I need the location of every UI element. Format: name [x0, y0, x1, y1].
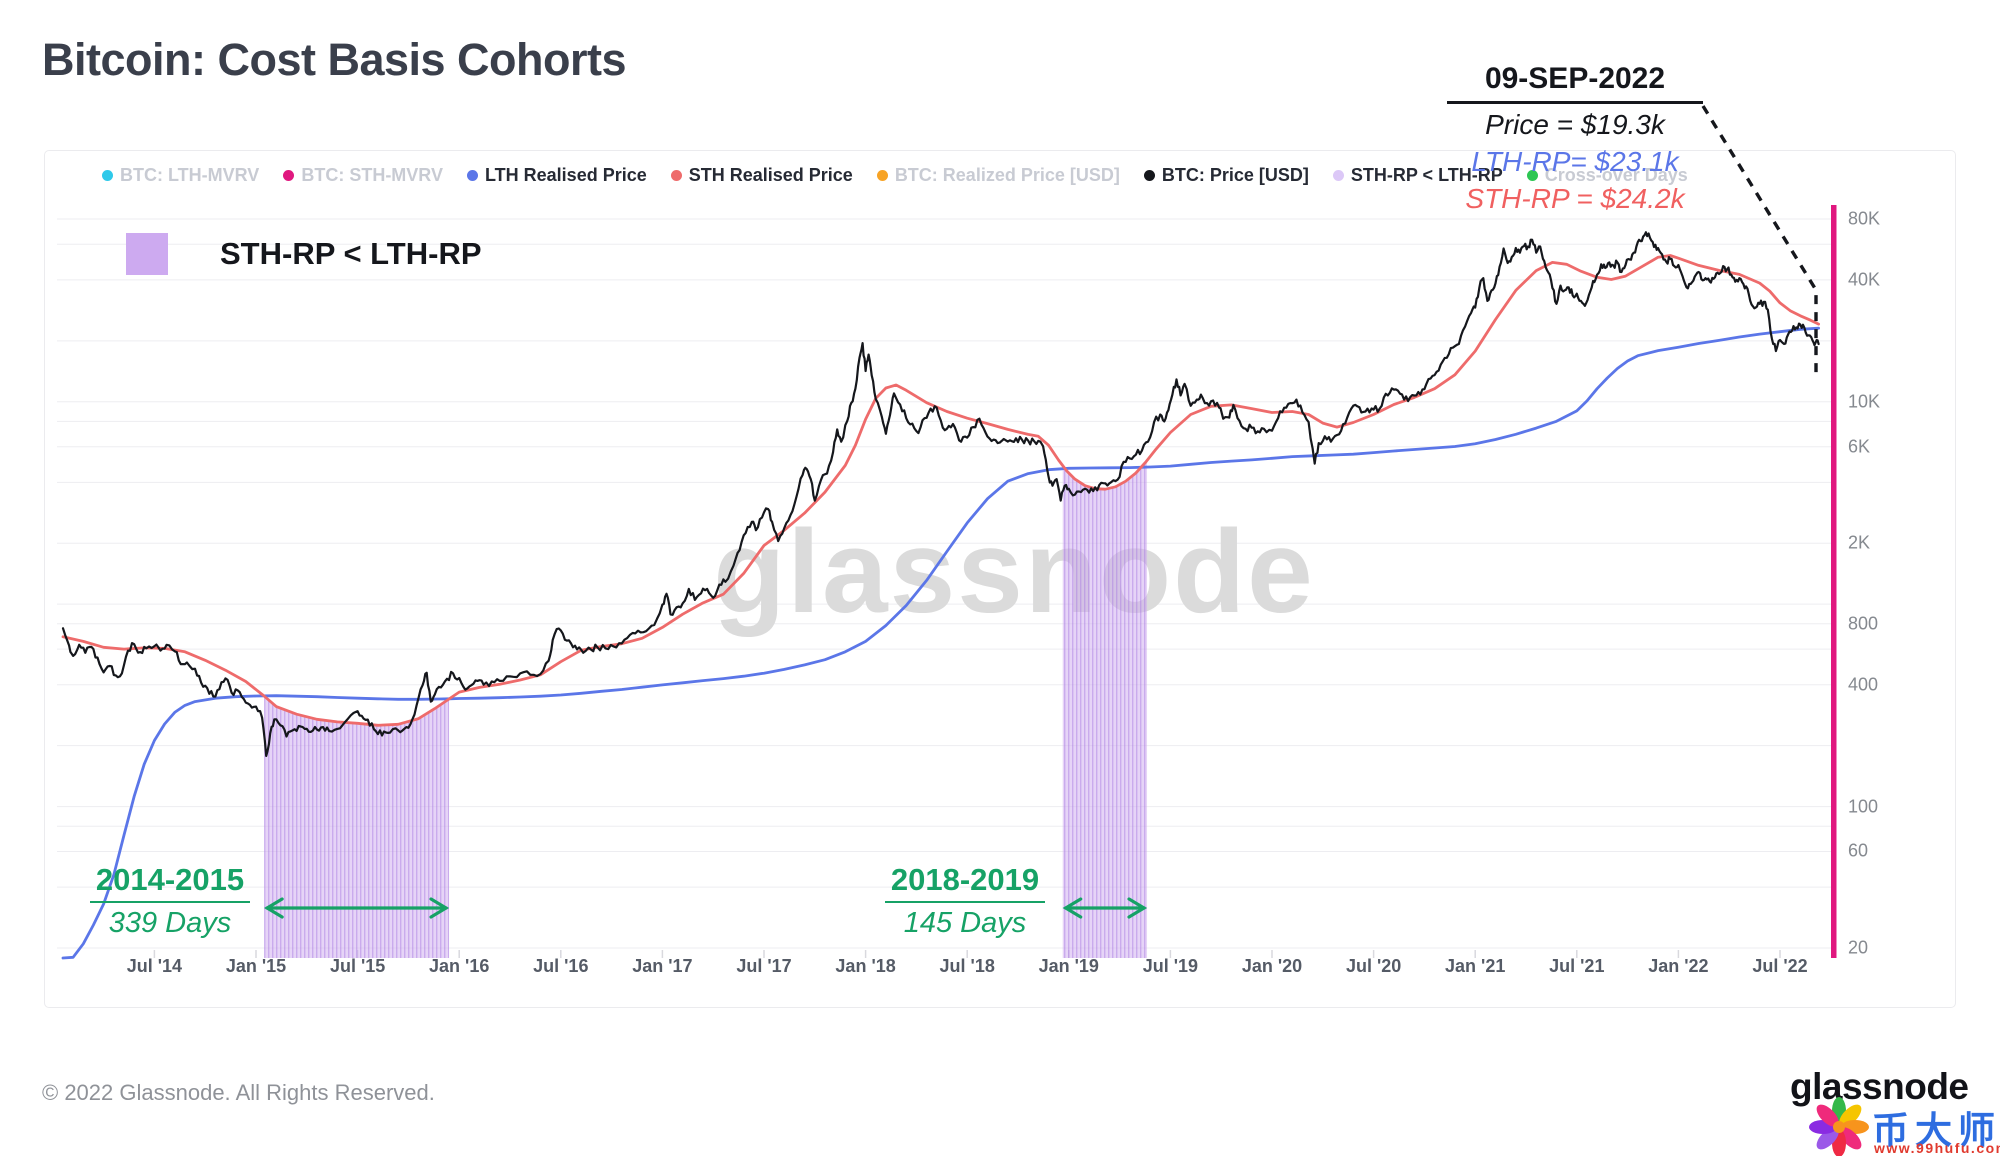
glassnode-watermark: glassnode	[713, 506, 1315, 638]
legend-label: Cross-over Days	[1544, 165, 1688, 185]
callout-lth-rp: LTH-RP= $23.1k	[1471, 146, 1679, 177]
legend-dot-icon	[876, 170, 888, 181]
legend-dot-icon	[1526, 170, 1538, 181]
y-tick-label: 100	[1848, 796, 1879, 817]
date-callout: 09-SEP-2022 Price = $19.3k LTH-RP= $23.1…	[1447, 62, 1703, 215]
legend-dot-icon	[467, 170, 478, 181]
band-inset-label: STH-RP < LTH-RP	[220, 236, 482, 271]
y-tick-label: 800	[1848, 613, 1879, 634]
x-tick-label: Jul '19	[1142, 956, 1199, 976]
legend-item-btc-sth-mvrv[interactable]: BTC: STH-MVRV	[283, 165, 443, 186]
flower-icon	[1809, 1097, 1869, 1157]
range-days: 145 Days	[903, 907, 1027, 939]
legend-item-cross-over-days[interactable]: Cross-over Days	[1526, 165, 1688, 186]
cn-logo-url: www.99hufu.com	[1874, 1140, 2000, 1156]
legend-label: STH Realised Price	[688, 165, 853, 185]
legend-item-btc-price-usd-[interactable]: BTC: Price [USD]	[1143, 165, 1309, 186]
legend-dot-icon	[102, 170, 113, 181]
band-swatch	[126, 233, 168, 275]
legend-dot-icon	[1332, 170, 1344, 181]
chart-plot-area[interactable]: glassnode	[44, 150, 1956, 1008]
y-tick-label: 2K	[1848, 532, 1871, 553]
x-tick-label: Jul '20	[1345, 956, 1402, 976]
y-tick-label: 10K	[1848, 391, 1881, 412]
range-arrow-2014-2015	[264, 897, 450, 919]
range-title: 2018-2019	[884, 862, 1046, 903]
y-tick-label: 60	[1848, 840, 1869, 861]
legend-label: BTC: LTH-MVRV	[120, 165, 260, 185]
x-tick-label: Jan '21	[1445, 956, 1506, 976]
legend-dot-icon	[670, 170, 682, 181]
right-axis-bar	[1831, 205, 1837, 958]
x-tick-label: Jul '22	[1752, 956, 1808, 976]
legend-item-btc-lth-mvrv[interactable]: BTC: LTH-MVRV	[102, 165, 259, 186]
cn-watermark-logo: 币大师 www.99hufu.com	[1808, 1094, 2000, 1161]
cn-logo-name: 币大师	[1872, 1110, 2000, 1151]
x-tick-label: Jul '14	[126, 956, 183, 976]
legend-label: BTC: Price [USD]	[1161, 165, 1309, 185]
x-tick-label: Jan '22	[1648, 956, 1709, 976]
y-tick-label: 6K	[1848, 436, 1871, 457]
x-tick-label: Jan '17	[632, 956, 693, 976]
legend-item-sth-rp-lth-rp[interactable]: STH-RP < LTH-RP	[1332, 165, 1503, 186]
chart-legend: BTC: LTH-MVRV BTC: STH-MVRV LTH Realised P…	[102, 165, 1688, 186]
y-tick-label: 80K	[1848, 208, 1881, 229]
range-arrow-2018-2019	[1062, 897, 1148, 919]
x-tick-label: Jan '16	[429, 956, 490, 976]
band-inset-legend: STH-RP < LTH-RP	[126, 233, 482, 275]
legend-item-btc-realized-price-usd-[interactable]: BTC: Realized Price [USD]	[876, 165, 1120, 186]
legend-label: LTH Realised Price	[485, 165, 647, 185]
x-tick-label: Jul '15	[329, 956, 386, 976]
x-tick-label: Jul '21	[1549, 956, 1605, 976]
x-tick-label: Jul '18	[939, 956, 995, 976]
sth-below-lth-band-2014-2015	[264, 695, 450, 958]
legend-item-sth-realised-price[interactable]: STH Realised Price	[670, 165, 853, 186]
x-tick-label: Jan '19	[1038, 956, 1099, 976]
y-tick-label: 400	[1848, 674, 1879, 695]
legend-dot-icon	[283, 170, 295, 181]
callout-price: Price = $19.3k	[1485, 109, 1665, 140]
callout-date: 09-SEP-2022	[1447, 62, 1703, 104]
copyright-text: © 2022 Glassnode. All Rights Reserved.	[42, 1080, 435, 1105]
x-tick-label: Jul '16	[533, 956, 589, 976]
range-title: 2014-2015	[89, 862, 251, 903]
page-title: Bitcoin: Cost Basis Cohorts	[42, 34, 627, 85]
sth-below-lth-band-2018-2019	[1062, 460, 1148, 958]
glassnode-logo: glassnode	[1790, 1066, 1969, 1107]
x-tick-label: Jul '17	[736, 956, 792, 976]
x-tick-label: Jan '15	[225, 956, 287, 976]
y-tick-label: 20	[1848, 937, 1869, 958]
series-line-btc-price-usd-	[61, 231, 1820, 758]
range-annotation-2018-2019: 2018-2019 145 Days	[850, 862, 1080, 940]
range-annotation-2014-2015: 2014-2015 339 Days	[55, 862, 285, 940]
callout-sth-rp: STH-RP = $24.2k	[1465, 183, 1685, 214]
legend-label: STH-RP < LTH-RP	[1350, 165, 1503, 185]
legend-dot-icon	[1143, 170, 1155, 181]
series-line-sth-realised-price	[61, 254, 1820, 727]
series-line-lth-realised-price	[61, 326, 1820, 960]
legend-label: BTC: Realized Price [USD]	[894, 165, 1120, 185]
x-tick-label: Jan '20	[1241, 956, 1303, 976]
y-tick-label: 40K	[1848, 269, 1881, 290]
legend-label: BTC: STH-MVRV	[301, 165, 443, 185]
range-days: 339 Days	[108, 907, 232, 939]
x-tick-label: Jan '18	[835, 956, 896, 976]
legend-item-lth-realised-price[interactable]: LTH Realised Price	[467, 165, 647, 186]
